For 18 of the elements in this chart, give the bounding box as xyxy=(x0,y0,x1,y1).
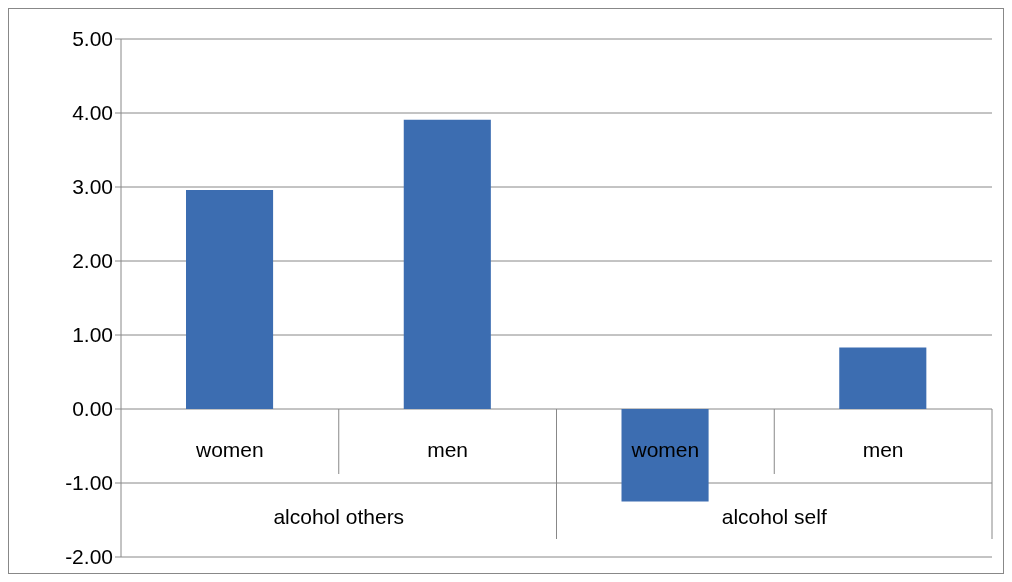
y-tick-label: -2.00 xyxy=(65,545,113,569)
x-tick-label: men xyxy=(427,438,469,461)
y-tick-label: 5.00 xyxy=(72,27,113,51)
x-tick-label: women xyxy=(196,438,264,461)
y-tick-label: 0.00 xyxy=(72,397,113,421)
y-tick-label: 1.00 xyxy=(72,323,113,347)
annotation: alcohol others xyxy=(273,505,405,528)
x-tick-label: women xyxy=(631,438,700,461)
x-tick-label: men xyxy=(862,438,904,461)
y-tick-label: -1.00 xyxy=(65,471,113,495)
annotation: alcohol self xyxy=(721,505,827,528)
bar xyxy=(403,119,491,409)
bar xyxy=(839,347,927,409)
y-tick-label: 2.00 xyxy=(72,249,113,273)
bar xyxy=(186,189,274,409)
bar xyxy=(621,409,709,502)
y-tick-label: 4.00 xyxy=(72,101,113,125)
y-tick-label: 3.00 xyxy=(72,175,113,199)
